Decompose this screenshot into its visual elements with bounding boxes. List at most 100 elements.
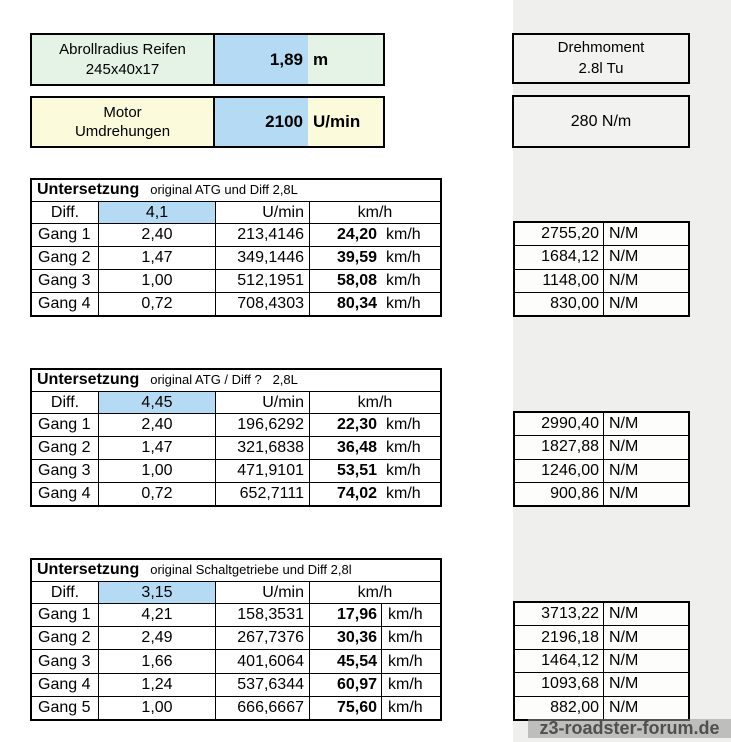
table-title: Untersetzung: [37, 561, 140, 578]
table-row: 882,00 N/M: [515, 695, 688, 720]
gear-table-2: Untersetzung original ATG / Diff ? 2,8L …: [30, 368, 442, 507]
torque-value-cell: 1246,00: [541, 461, 599, 479]
torque-value-cell: 1464,12: [541, 652, 599, 670]
engine-rpm-label-line2: Umdrehungen: [74, 123, 171, 140]
diff-value-cell[interactable]: 4,1: [98, 202, 215, 223]
tire-radius-label-line1: Abrollradius Reifen: [59, 41, 186, 58]
gear-table-1-title-row: Untersetzung original ATG und Diff 2,8L: [32, 180, 440, 201]
torque-unit-cell: N/M: [603, 459, 688, 482]
umin-header: U/min: [215, 582, 309, 603]
torque-table-1: 2755,20 N/M 1684,12 N/M 1148,00 N/M 830,…: [513, 221, 690, 317]
umin-cell: 471,9101: [215, 460, 309, 482]
table-row: Gang 4 0,72 708,4303 80,34 km/h: [32, 292, 440, 315]
ratio-cell: 1,24: [98, 673, 215, 696]
engine-rpm-box: Motor Umdrehungen 2100 U/min: [30, 96, 385, 148]
speed-unit-cell: km/h: [386, 462, 421, 479]
speed-unit-cell: km/h: [381, 604, 440, 627]
watermark-text: z3-roadster-forum.de: [539, 718, 720, 738]
umin-cell: 401,6064: [215, 650, 309, 673]
torque-unit-cell: N/M: [603, 269, 688, 292]
torque-unit-cell: N/M: [603, 649, 688, 673]
table-row: Gang 1 2,40 213,4146 24,20 km/h: [32, 223, 440, 246]
tire-radius-box: Abrollradius Reifen 245x40x17 1,89 m: [30, 33, 385, 86]
torque-value-cell: 830,00: [550, 294, 599, 312]
torque-value-cell: 882,00: [550, 698, 599, 716]
diff-header: Diff.: [50, 203, 80, 221]
gang-label: Gang 1: [38, 606, 91, 624]
speed-unit-cell: km/h: [386, 226, 421, 243]
gang-label: Gang 1: [38, 416, 91, 433]
speed-unit-cell: km/h: [386, 485, 421, 502]
diff-value-cell[interactable]: 4,45: [98, 392, 215, 413]
diff-value-cell[interactable]: 3,15: [98, 582, 215, 603]
table-subtitle: original ATG / Diff ? 2,8L: [150, 372, 298, 387]
speed-cell: 80,34: [309, 293, 381, 315]
ratio-cell: 1,00: [98, 696, 215, 720]
torque-value-cell: 1093,68: [541, 675, 599, 693]
speed-cell: 22,30: [309, 414, 381, 436]
torque-table-2: 2990,40 N/M 1827,88 N/M 1246,00 N/M 900,…: [513, 411, 690, 507]
gear-table-3-title-row: Untersetzung original Schaltgetriebe und…: [32, 560, 440, 581]
umin-cell: 158,3531: [215, 604, 309, 627]
kmh-header: km/h: [309, 582, 440, 603]
speed-unit-cell: km/h: [386, 249, 421, 266]
gang-label: Gang 3: [38, 652, 91, 670]
table-row: Gang 3 1,66 401,6064 45,54 km/h: [32, 649, 440, 673]
speed-cell: 45,54: [309, 650, 381, 673]
gang-label: Gang 1: [38, 226, 91, 243]
speed-unit-cell: km/h: [386, 416, 421, 433]
gang-label: Gang 4: [38, 485, 91, 502]
table-row: Gang 5 1,00 666,6667 75,60 km/h: [32, 695, 440, 720]
ratio-cell: 1,00: [98, 460, 215, 482]
torque-unit-cell: N/M: [603, 292, 688, 315]
table-row: 830,00 N/M: [515, 291, 688, 315]
umin-cell: 512,1951: [215, 270, 309, 292]
table-row: Gang 2 1,47 321,6838 36,48 km/h: [32, 436, 440, 459]
ratio-cell: 4,21: [98, 604, 215, 627]
gear-table-1: Untersetzung original ATG und Diff 2,8L …: [30, 178, 442, 317]
table-row: 1464,12 N/M: [515, 648, 688, 673]
ratio-cell: 2,40: [98, 224, 215, 246]
gang-label: Gang 2: [38, 439, 91, 456]
ratio-cell: 0,72: [98, 293, 215, 315]
torque-unit-cell: N/M: [603, 482, 688, 505]
table-subtitle: original Schaltgetriebe und Diff 2,8l: [150, 562, 352, 577]
ratio-cell: 0,72: [98, 483, 215, 505]
gang-label: Gang 4: [38, 675, 91, 693]
torque-value-cell: 900,86: [550, 484, 599, 502]
table-row: 1827,88 N/M: [515, 435, 688, 459]
gang-label: Gang 3: [38, 272, 91, 289]
speed-cell: 53,51: [309, 460, 381, 482]
speed-unit-cell: km/h: [381, 627, 440, 650]
umin-header: U/min: [215, 202, 309, 223]
table-row: Gang 3 1,00 471,9101 53,51 km/h: [32, 459, 440, 482]
ratio-cell: 2,49: [98, 627, 215, 650]
tire-radius-value-cell[interactable]: 1,89: [215, 35, 308, 84]
engine-rpm-value-cell[interactable]: 2100: [215, 98, 308, 146]
table-row: Gang 4 1,24 537,6344 60,97 km/h: [32, 672, 440, 696]
engine-rpm-label-line1: Motor: [103, 103, 142, 121]
kmh-header: km/h: [309, 202, 440, 223]
umin-cell: 213,4146: [215, 224, 309, 246]
umin-cell: 666,6667: [215, 696, 309, 720]
gear-table-3-header-row: Diff. 3,15 U/min km/h: [32, 581, 440, 603]
engine-rpm-unit: U/min: [313, 112, 361, 131]
umin-header: U/min: [215, 392, 309, 413]
tire-radius-label: Abrollradius Reifen 245x40x17: [32, 35, 215, 84]
speed-unit-cell: km/h: [386, 295, 421, 312]
torque-unit-cell: N/M: [603, 673, 688, 696]
torque-title-line1: Drehmoment: [557, 39, 645, 57]
gang-label: Gang 2: [38, 249, 91, 266]
ratio-cell: 1,47: [98, 247, 215, 269]
diff-header: Diff.: [50, 393, 80, 411]
torque-unit-cell: N/M: [603, 413, 688, 436]
speed-cell: 17,96: [309, 604, 381, 627]
watermark: z3-roadster-forum.de: [528, 718, 731, 738]
torque-unit-cell: N/M: [603, 223, 688, 246]
torque-unit-cell: N/M: [603, 626, 688, 649]
speed-unit-cell: km/h: [381, 650, 440, 673]
torque-unit-cell: N/M: [603, 696, 688, 720]
torque-value-cell: 2196,18: [541, 628, 599, 646]
gang-label: Gang 5: [38, 698, 91, 716]
